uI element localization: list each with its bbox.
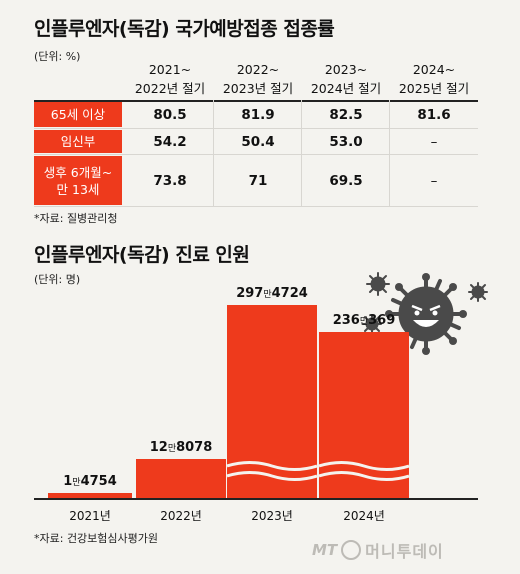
table-top-rule — [34, 100, 478, 102]
chart-unit: (단위: 명) — [34, 273, 81, 286]
cell-r2-c2: 50.4 — [241, 133, 275, 150]
cell-r1-c2: 81.9 — [241, 107, 275, 123]
bar-2022년 — [136, 458, 226, 498]
row-label-65plus: 65세 이상 — [34, 102, 122, 127]
table-bottom-rule — [34, 206, 478, 207]
col-header-4-line1: 2024~ — [412, 62, 456, 77]
watermark: MT 머니투데이 — [312, 538, 444, 562]
value-label-2024년: 236만369 — [332, 312, 396, 328]
x-label-2024년: 2024년 — [343, 509, 385, 523]
col-header-3-line2: 2024년 절기 — [310, 81, 382, 96]
col-header-1-line1: 2021~ — [148, 62, 192, 77]
value-label-2023년: 297만4724 — [236, 285, 308, 301]
cell-r2-c4: – — [430, 133, 438, 150]
small-virus-icon-1 — [366, 272, 390, 296]
cell-r1-c4: 81.6 — [417, 107, 451, 123]
col-divider-3 — [389, 100, 390, 206]
cell-r2-c3: 53.0 — [329, 133, 363, 150]
row-label-children-line2: 만 13세 — [56, 181, 100, 197]
virus-icon — [362, 272, 488, 355]
cell-r3-c3: 69.5 — [329, 172, 363, 189]
cell-r1-c3: 82.5 — [329, 107, 363, 123]
row-label-pregnant: 임신부 — [34, 130, 122, 153]
value-label-2021년: 1만4754 — [63, 474, 117, 489]
value-label-2022년: 12만8078 — [149, 439, 213, 455]
col-header-2: 2022~ 2023년 절기 — [214, 60, 302, 100]
col-header-3: 2023~ 2024년 절기 — [302, 60, 390, 100]
x-label-2023년: 2023년 — [251, 509, 293, 523]
row-divider-2 — [34, 154, 478, 155]
col-header-4: 2024~ 2025년 절기 — [390, 60, 478, 100]
table-source: *자료: 질병관리청 — [34, 212, 118, 225]
table-unit: (단위: %) — [34, 50, 81, 63]
cell-r3-c1: 73.8 — [153, 172, 187, 189]
chart-title: 인플루엔자(독감) 진료 인원 — [34, 244, 250, 266]
watermark-text: 머니투데이 — [365, 542, 444, 561]
watermark-circle-icon — [341, 540, 362, 560]
col-header-4-line2: 2025년 절기 — [398, 81, 470, 96]
cell-r3-c2: 71 — [248, 172, 268, 189]
watermark-logo-icon: MT — [312, 541, 338, 559]
bar-2021년 — [48, 493, 132, 498]
col-header-2-line2: 2023년 절기 — [222, 81, 294, 96]
row-label-pregnant-text: 임신부 — [60, 134, 96, 149]
row-divider-1 — [34, 128, 478, 129]
col-divider-1 — [213, 100, 214, 206]
cell-r1-c1: 80.5 — [153, 107, 187, 123]
row-label-children: 생후 6개월~ 만 13세 — [34, 156, 122, 205]
col-divider-2 — [301, 100, 302, 206]
col-header-2-line1: 2022~ — [236, 62, 280, 77]
cell-r2-c1: 54.2 — [153, 133, 187, 150]
axis-break-wave — [319, 461, 409, 481]
col-header-3-line1: 2023~ — [324, 62, 368, 77]
chart-source: *자료: 건강보험심사평가원 — [34, 532, 159, 545]
row-label-children-line1: 생후 6개월~ — [43, 164, 113, 180]
chart-baseline — [34, 498, 478, 500]
axis-break-wave — [227, 461, 317, 481]
col-header-1: 2021~ 2022년 절기 — [126, 60, 214, 100]
x-label-2021년: 2021년 — [69, 509, 111, 523]
row-label-65plus-text: 65세 이상 — [50, 107, 106, 122]
cell-r3-c4: – — [430, 172, 438, 189]
col-header-1-line2: 2022년 절기 — [134, 81, 206, 96]
small-virus-icon-2 — [468, 282, 488, 302]
table-title: 인플루엔자(독감) 국가예방접종 접종률 — [34, 18, 335, 40]
x-label-2022년: 2022년 — [160, 509, 202, 523]
